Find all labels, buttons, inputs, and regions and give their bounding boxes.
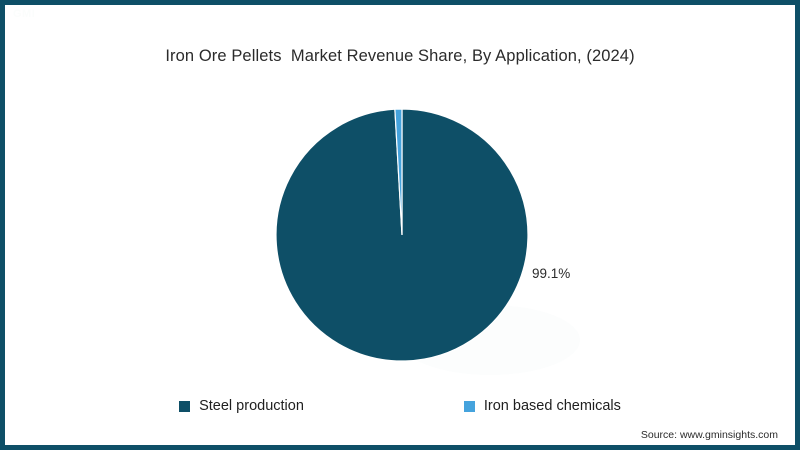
pie-slice-iron-based-chemicals[interactable] xyxy=(394,108,403,236)
legend-swatch-icon-steel-production xyxy=(179,400,191,412)
chart-legend: Steel production Iron based chemicals xyxy=(5,398,795,414)
legend-item-iron-based-chemicals[interactable]: Iron based chemicals xyxy=(463,398,621,414)
legend-label-steel-production: Steel production xyxy=(199,398,304,414)
source-note: Source: www.gminsights.com xyxy=(640,429,778,441)
legend-label-iron-based-chemicals: Iron based chemicals xyxy=(483,398,621,414)
legend-item-steel-production[interactable]: Steel production xyxy=(179,398,304,414)
gmi-watermark: GMI xyxy=(13,8,36,20)
legend-swatch-icon-iron-based-chemicals xyxy=(463,400,475,412)
pie-chart xyxy=(275,108,529,362)
chart-title: Iron Ore Pellets Market Revenue Share, B… xyxy=(165,47,635,65)
pie-svg xyxy=(275,108,529,362)
pie-data-label-steel-production: 99.1% xyxy=(532,266,571,281)
